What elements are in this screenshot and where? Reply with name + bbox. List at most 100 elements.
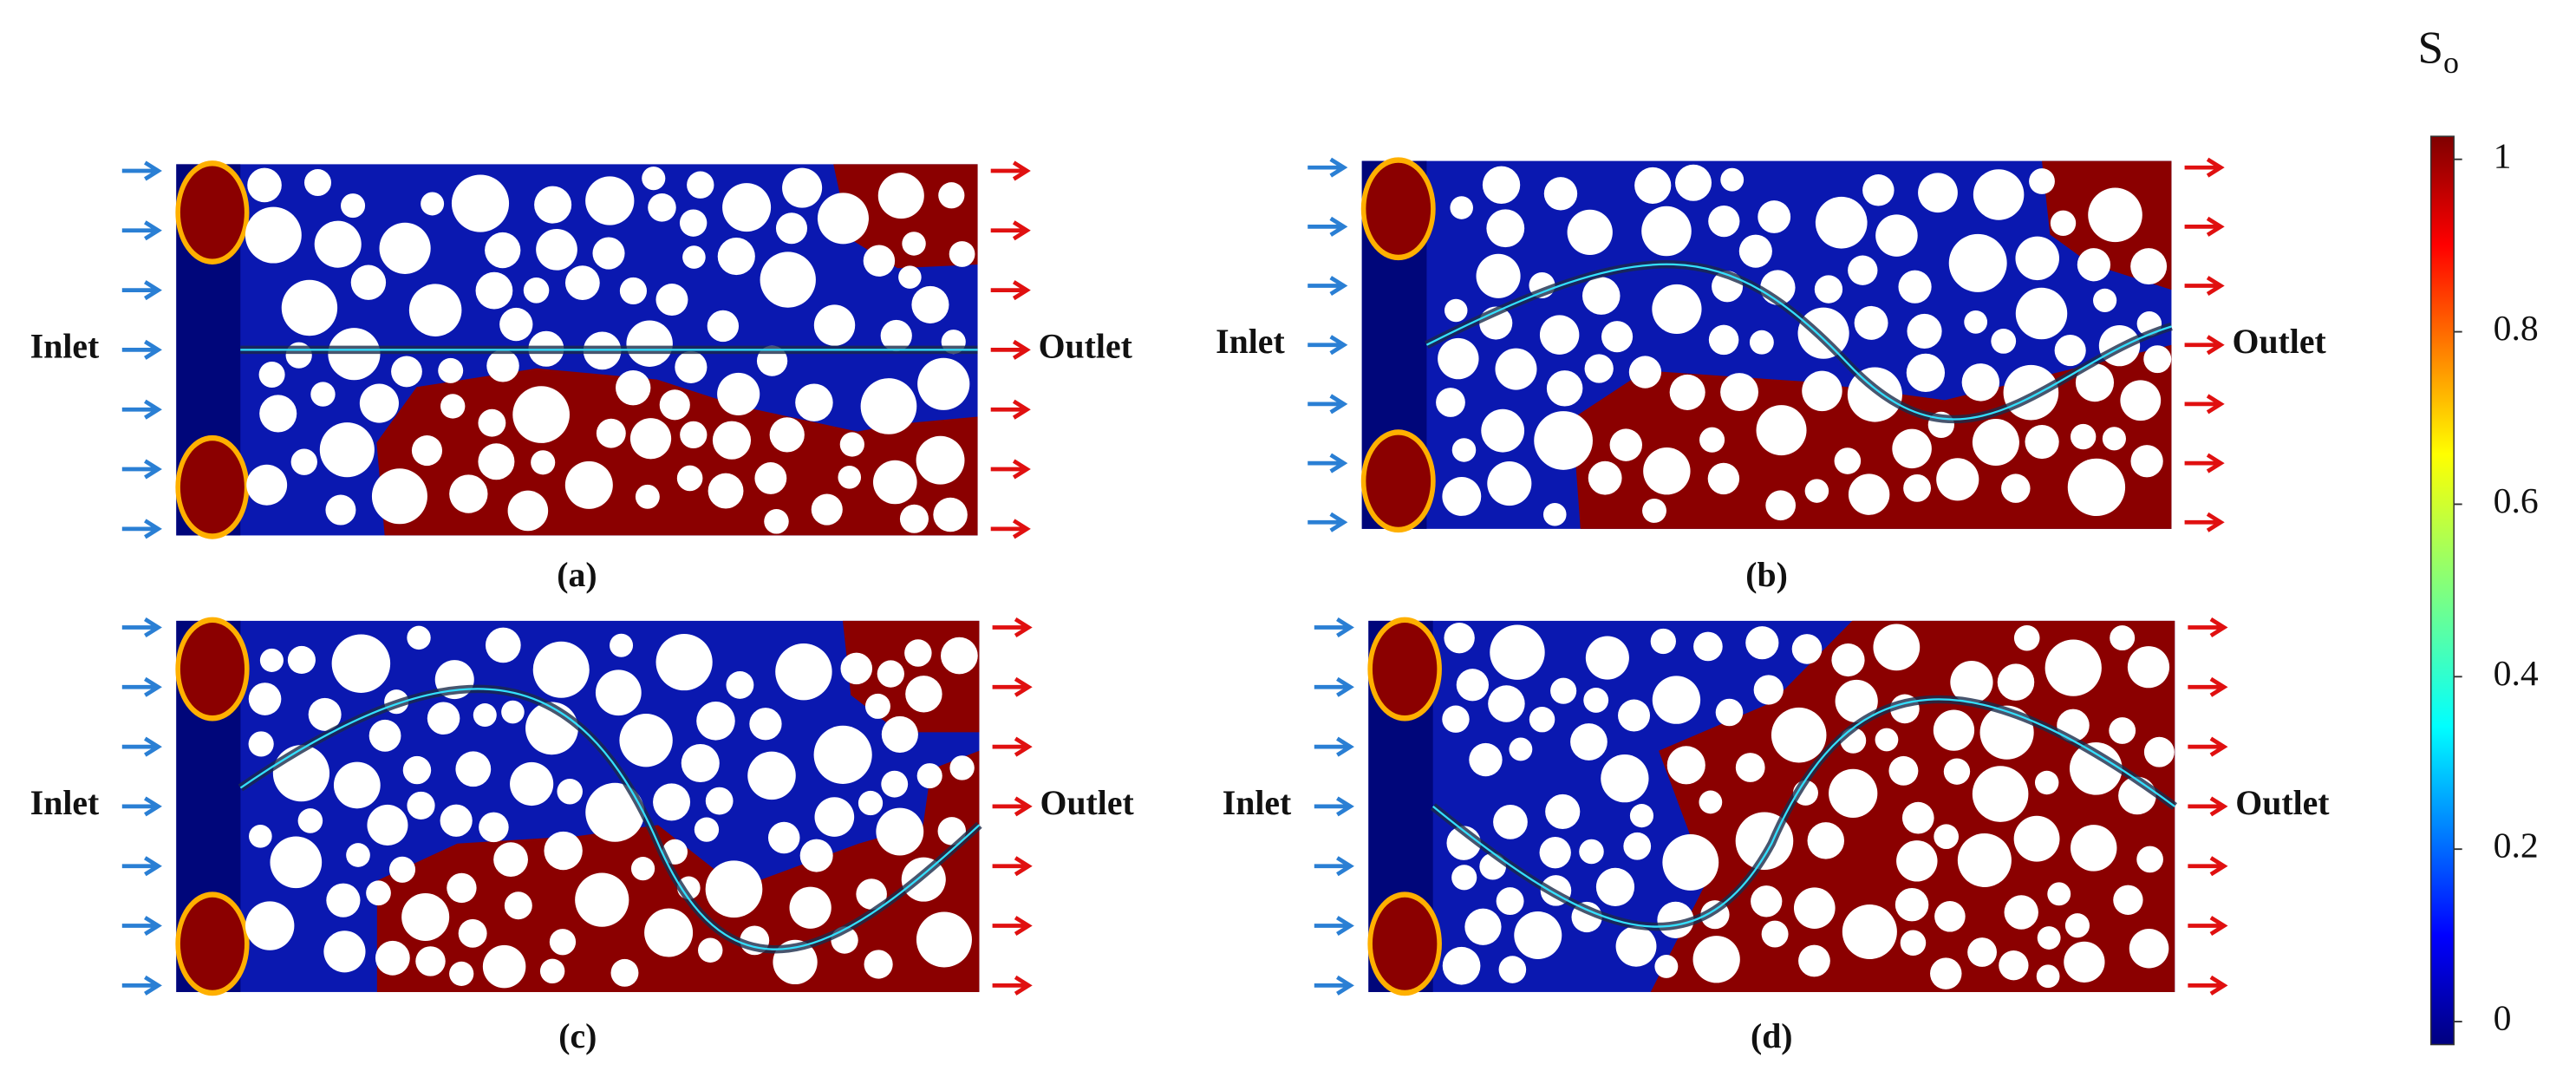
grain — [1451, 438, 1477, 462]
inlet-arrow — [121, 676, 162, 697]
grain — [585, 782, 645, 842]
grain — [813, 304, 856, 346]
inlet-arrow — [121, 856, 162, 877]
grain — [1495, 348, 1537, 390]
grain — [1584, 354, 1614, 383]
grain — [811, 493, 843, 526]
outlet-arrow — [992, 916, 1033, 937]
grain — [2034, 770, 2059, 795]
grain — [1545, 793, 1581, 829]
grain — [938, 182, 965, 209]
grain — [902, 232, 926, 256]
grain — [1539, 837, 1571, 869]
panel: Inlet Outlet (a) — [30, 160, 1133, 594]
outlet-arrow — [2184, 512, 2225, 532]
grain — [504, 891, 532, 920]
grain — [2067, 458, 2126, 517]
grain — [1618, 699, 1651, 732]
grain — [1972, 766, 2029, 822]
grain — [303, 169, 332, 197]
grain — [644, 908, 694, 957]
grain — [2013, 624, 2040, 651]
outlet-arrow — [990, 519, 1031, 539]
grain — [1488, 685, 1525, 722]
grain — [2044, 639, 2102, 696]
grain — [726, 670, 754, 699]
grain — [679, 209, 708, 237]
outlet-label: Outlet — [2235, 784, 2330, 822]
grain — [1834, 447, 1862, 474]
grain — [341, 193, 366, 219]
grain — [2088, 187, 2142, 243]
grain — [1476, 253, 1521, 298]
outlet-arrow — [990, 280, 1031, 301]
grain — [1791, 634, 1823, 664]
grain — [2029, 168, 2055, 194]
outlet-arrow — [2184, 394, 2225, 415]
grain — [1487, 461, 1532, 506]
grain — [1967, 937, 1997, 967]
inlet-arrow — [1308, 276, 1348, 297]
grain — [1550, 677, 1577, 704]
inlet-label: Inlet — [1223, 784, 1292, 822]
grain — [2025, 424, 2059, 460]
grain — [510, 761, 554, 806]
grain — [1615, 925, 1657, 967]
grain — [287, 645, 316, 675]
grain — [438, 357, 464, 383]
grain — [323, 931, 366, 973]
grain — [2075, 363, 2115, 402]
grain — [1898, 270, 1932, 304]
grain — [655, 284, 688, 317]
grain — [1675, 164, 1712, 201]
grain — [310, 382, 336, 407]
grain — [585, 176, 635, 225]
grain — [359, 383, 399, 423]
grain — [2070, 825, 2117, 872]
grain — [2113, 885, 2143, 915]
grain — [1579, 839, 1604, 865]
colorbar-tick-label: 0.4 — [2494, 654, 2539, 694]
inlet-arrow — [121, 160, 162, 181]
inlet-arrow — [121, 280, 162, 301]
grain — [838, 466, 862, 489]
grain — [1669, 374, 1705, 410]
grain — [1642, 498, 1666, 523]
grain — [949, 755, 975, 780]
grain — [1903, 473, 1932, 502]
grain — [1918, 173, 1958, 213]
grain — [499, 307, 533, 342]
grain — [248, 731, 274, 757]
outlet-arrow — [2184, 453, 2225, 473]
grain — [880, 319, 912, 352]
grain — [1815, 196, 1868, 249]
grain — [877, 660, 904, 688]
grain — [350, 264, 387, 300]
grain — [493, 842, 528, 878]
grain — [2136, 846, 2163, 873]
inlet-arrow — [121, 399, 162, 420]
grain — [308, 697, 342, 731]
grain — [1652, 284, 1702, 335]
grain — [1543, 177, 1578, 211]
grain — [1601, 754, 1649, 803]
grain — [486, 349, 519, 382]
grain — [782, 167, 823, 208]
grain — [1875, 214, 1918, 257]
grain — [2036, 964, 2060, 989]
grain — [473, 703, 497, 728]
grain — [1666, 746, 1705, 785]
grain — [616, 370, 651, 406]
grain — [391, 356, 422, 388]
grain — [949, 241, 975, 267]
grain — [2130, 445, 2163, 478]
grain — [2071, 423, 2097, 450]
grain — [911, 285, 949, 323]
grain — [717, 372, 760, 415]
grain — [596, 418, 626, 448]
grain — [1835, 679, 1878, 723]
oil-blob — [1372, 623, 1438, 716]
grain — [635, 484, 660, 509]
grain — [246, 464, 288, 506]
grain — [749, 708, 782, 741]
